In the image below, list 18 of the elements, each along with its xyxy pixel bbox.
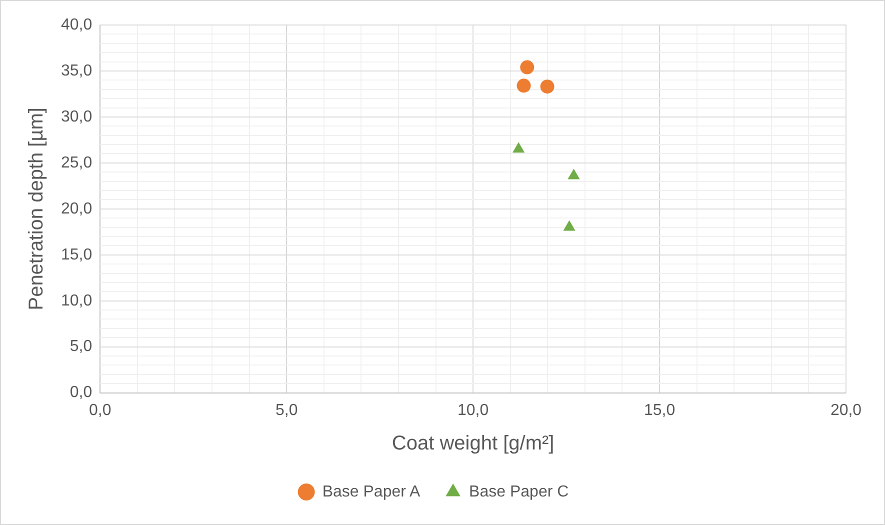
y-tick-label: 25,0 (61, 154, 92, 172)
x-axis-title: Coat weight [g/m²] (392, 432, 554, 455)
x-tick-label: 5,0 (275, 402, 298, 419)
x-tick-label: 15,0 (644, 402, 676, 419)
y-tick-label: 15,0 (61, 246, 92, 264)
y-tick-label: 5,0 (70, 338, 92, 356)
y-tick-label: 30,0 (61, 108, 92, 126)
legend-label: Base Paper A (322, 483, 421, 500)
y-tick-label: 10,0 (61, 292, 92, 310)
x-tick-label: 20,0 (830, 402, 862, 419)
y-tick-label: 0,0 (70, 384, 92, 402)
y-tick-label: 35,0 (61, 62, 92, 80)
y-tick-label: 40,0 (61, 16, 92, 34)
x-tick-label: 0,0 (89, 402, 112, 419)
x-tick-label: 10,0 (458, 402, 489, 419)
y-axis-title: Penetration depth [µm] (26, 108, 48, 310)
legend-label: Base Paper C (469, 483, 569, 500)
y-tick-label: 20,0 (61, 200, 92, 218)
